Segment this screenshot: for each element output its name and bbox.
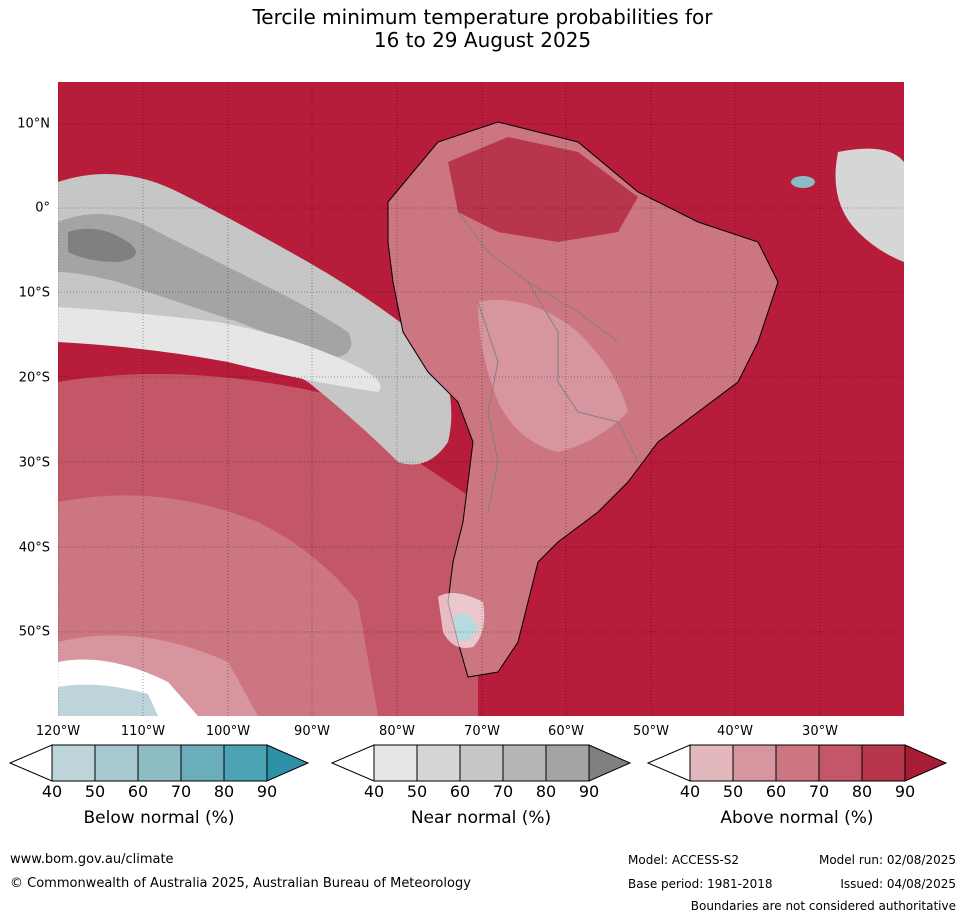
- country-borders: [457, 211, 639, 513]
- cbar-near-min-triangle: [330, 744, 375, 782]
- lat-label-50s: 50°S: [18, 624, 50, 640]
- issued-date: Issued: 04/08/2025: [840, 877, 956, 891]
- cbar-below-seg-2: [94, 744, 139, 782]
- lon-label-30w: 30°W: [802, 724, 838, 739]
- tick: 60: [449, 782, 471, 801]
- title-line-2: 16 to 29 August 2025: [373, 28, 592, 52]
- patagonia-white: [438, 593, 485, 648]
- cbar-below-seg-1: [51, 744, 96, 782]
- disclaimer: Boundaries are not considered authoritat…: [690, 899, 956, 913]
- tick: 50: [84, 782, 106, 801]
- gridlines: [58, 82, 904, 716]
- cbar-near-max-triangle: [588, 744, 632, 782]
- lat-label-20s: 20°S: [18, 370, 50, 386]
- tick: 70: [170, 782, 192, 801]
- cbar-below-max-triangle: [266, 744, 310, 782]
- colorbar-below-label: Below normal (%): [83, 808, 235, 828]
- near-normal-darkest: [68, 228, 136, 262]
- lon-label-40w: 40°W: [717, 724, 753, 739]
- tick: 80: [213, 782, 235, 801]
- lon-label-50w: 50°W: [633, 724, 669, 739]
- website-link[interactable]: www.bom.gov.au/climate: [10, 852, 174, 867]
- lon-label-60w: 60°W: [548, 724, 584, 739]
- lon-label-80w: 80°W: [379, 724, 415, 739]
- base-period: Base period: 1981-2018: [628, 877, 773, 891]
- colorbar-near-normal: [330, 744, 632, 782]
- model-name: Model: ACCESS-S2: [628, 853, 740, 867]
- continent-interior-light: [478, 300, 628, 452]
- tick: 90: [578, 782, 600, 801]
- lon-label-90w: 90°W: [294, 724, 330, 739]
- tick: 80: [851, 782, 873, 801]
- cbar-near-seg-3: [459, 744, 504, 782]
- probability-map: [58, 82, 904, 716]
- copyright-text: © Commonwealth of Australia 2025, Austra…: [10, 876, 471, 891]
- tick: 40: [679, 782, 701, 801]
- cbar-above-seg-2: [732, 744, 777, 782]
- cbar-below-seg-3: [137, 744, 182, 782]
- tick: 40: [41, 782, 63, 801]
- lon-label-110w: 110°W: [120, 724, 166, 739]
- cbar-below-seg-5: [223, 744, 268, 782]
- lat-label-10n: 10°N: [17, 116, 50, 132]
- lat-label-40s: 40°S: [18, 540, 50, 556]
- chart-title: Tercile minimum temperature probabilitie…: [0, 6, 965, 52]
- cbar-near-seg-2: [416, 744, 461, 782]
- cbar-above-seg-1: [689, 744, 734, 782]
- cbar-above-seg-3: [775, 744, 820, 782]
- cbar-above-seg-4: [818, 744, 863, 782]
- cbar-above-seg-5: [861, 744, 906, 782]
- tick: 80: [535, 782, 557, 801]
- cbar-below-seg-4: [180, 744, 225, 782]
- tick: 50: [406, 782, 428, 801]
- atlantic-below-patch: [791, 176, 815, 188]
- cbar-below-min-triangle: [8, 744, 53, 782]
- colorbar-near-label: Near normal (%): [410, 808, 552, 828]
- cbar-above-max-triangle: [904, 744, 948, 782]
- tick: 60: [127, 782, 149, 801]
- below-normal-40-zone: [58, 684, 158, 716]
- title-line-1: Tercile minimum temperature probabilitie…: [252, 5, 713, 29]
- tick: 90: [256, 782, 278, 801]
- lat-label-0: 0°: [35, 200, 50, 216]
- cbar-above-min-triangle: [646, 744, 691, 782]
- cbar-near-seg-5: [545, 744, 590, 782]
- cbar-near-seg-1: [373, 744, 418, 782]
- tick: 40: [363, 782, 385, 801]
- lat-label-10s: 10°S: [18, 285, 50, 301]
- tick: 70: [808, 782, 830, 801]
- tick: 50: [722, 782, 744, 801]
- colorbar-below-normal: [8, 744, 310, 782]
- lon-label-120w: 120°W: [35, 724, 81, 739]
- colorbar-above-normal: [646, 744, 948, 782]
- colorbar-above-label: Above normal (%): [720, 808, 874, 828]
- atlantic-near-normal: [835, 148, 904, 262]
- tick: 70: [492, 782, 514, 801]
- model-run-date: Model run: 02/08/2025: [818, 853, 956, 867]
- lat-label-30s: 30°S: [18, 455, 50, 471]
- tick: 90: [894, 782, 916, 801]
- continent-north-dark: [448, 137, 638, 242]
- cbar-near-seg-4: [502, 744, 547, 782]
- lon-label-70w: 70°W: [464, 724, 500, 739]
- lon-label-100w: 100°W: [205, 724, 251, 739]
- near-normal-light: [58, 307, 381, 392]
- tick: 60: [765, 782, 787, 801]
